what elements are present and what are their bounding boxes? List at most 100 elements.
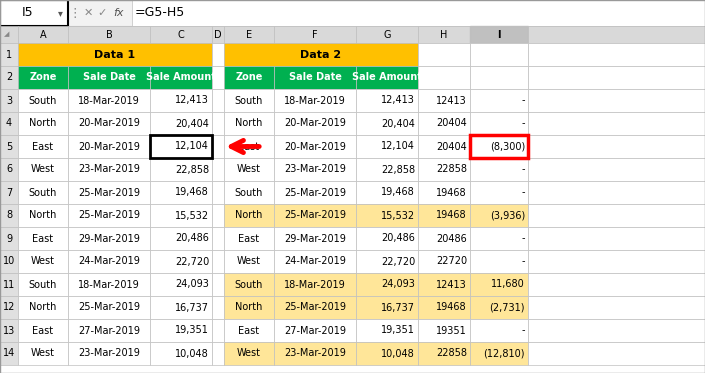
Bar <box>356 204 418 227</box>
Bar <box>356 342 418 365</box>
Text: North: North <box>235 210 263 220</box>
Text: (2,731): (2,731) <box>489 303 525 313</box>
Bar <box>356 26 418 43</box>
Text: 20-Mar-2019: 20-Mar-2019 <box>78 141 140 151</box>
Text: East: East <box>32 141 54 151</box>
Text: 27-Mar-2019: 27-Mar-2019 <box>78 326 140 335</box>
Bar <box>356 158 418 181</box>
Bar <box>68 135 150 158</box>
Text: Data 2: Data 2 <box>300 50 341 60</box>
Text: West: West <box>31 257 55 266</box>
Text: West: West <box>237 348 261 358</box>
Bar <box>0 89 18 112</box>
Bar <box>150 250 212 273</box>
Bar <box>528 43 705 66</box>
Text: 22858: 22858 <box>436 164 467 175</box>
Text: 20,486: 20,486 <box>381 233 415 244</box>
Bar <box>356 135 418 158</box>
Text: 20-Mar-2019: 20-Mar-2019 <box>78 119 140 129</box>
Bar <box>418 112 470 135</box>
Text: 13: 13 <box>3 326 15 335</box>
Text: West: West <box>31 348 55 358</box>
Bar <box>0 296 18 319</box>
Bar <box>418 273 470 296</box>
Bar <box>150 66 212 89</box>
Bar <box>418 227 470 250</box>
Text: North: North <box>235 303 263 313</box>
Bar <box>418 250 470 273</box>
Bar <box>68 296 150 319</box>
Bar <box>0 43 18 66</box>
Text: 4: 4 <box>6 119 12 129</box>
Text: ◢: ◢ <box>4 31 10 38</box>
Text: East: East <box>238 141 259 151</box>
Bar <box>224 227 274 250</box>
Text: 20,486: 20,486 <box>175 233 209 244</box>
Bar <box>274 319 356 342</box>
Text: 20,404: 20,404 <box>175 119 209 129</box>
Text: East: East <box>32 326 54 335</box>
Text: 25-Mar-2019: 25-Mar-2019 <box>78 188 140 197</box>
Text: 29-Mar-2019: 29-Mar-2019 <box>78 233 140 244</box>
Text: 18-Mar-2019: 18-Mar-2019 <box>284 279 346 289</box>
Bar <box>274 250 356 273</box>
Bar <box>224 66 274 89</box>
Bar <box>470 89 528 112</box>
Bar <box>418 26 470 43</box>
Bar <box>68 319 150 342</box>
Bar <box>68 342 150 365</box>
Bar <box>68 66 150 89</box>
Bar <box>68 112 150 135</box>
Text: =G5-H5: =G5-H5 <box>135 6 185 19</box>
Text: West: West <box>31 164 55 175</box>
Bar <box>470 158 528 181</box>
Bar <box>212 158 224 181</box>
Text: North: North <box>30 303 56 313</box>
Text: 20-Mar-2019: 20-Mar-2019 <box>284 119 346 129</box>
Bar <box>470 135 528 158</box>
Text: 11,680: 11,680 <box>491 279 525 289</box>
Text: -: - <box>522 119 525 129</box>
Bar <box>18 273 68 296</box>
Text: 22858: 22858 <box>436 348 467 358</box>
Text: 8: 8 <box>6 210 12 220</box>
Text: 24-Mar-2019: 24-Mar-2019 <box>78 257 140 266</box>
Bar <box>0 158 18 181</box>
Text: 9: 9 <box>6 233 12 244</box>
Bar <box>224 273 274 296</box>
Text: 16,737: 16,737 <box>175 303 209 313</box>
Bar <box>18 112 68 135</box>
Bar <box>0 181 18 204</box>
Bar <box>418 135 470 158</box>
Bar <box>224 296 274 319</box>
Bar <box>470 250 528 273</box>
Bar <box>18 135 68 158</box>
Text: 14: 14 <box>3 348 15 358</box>
Text: 20404: 20404 <box>436 141 467 151</box>
Bar <box>356 66 418 89</box>
Text: 23-Mar-2019: 23-Mar-2019 <box>284 164 346 175</box>
Bar <box>528 204 705 227</box>
Bar <box>470 342 528 365</box>
Bar <box>18 89 68 112</box>
Bar <box>212 26 224 43</box>
Bar <box>18 43 212 66</box>
Text: H: H <box>441 29 448 40</box>
Text: West: West <box>237 164 261 175</box>
Text: North: North <box>235 119 263 129</box>
Text: 19,351: 19,351 <box>175 326 209 335</box>
Bar <box>68 204 150 227</box>
Text: 15,532: 15,532 <box>381 210 415 220</box>
Bar <box>528 273 705 296</box>
Bar <box>150 204 212 227</box>
Text: 19468: 19468 <box>436 188 467 197</box>
Text: 20-Mar-2019: 20-Mar-2019 <box>284 141 346 151</box>
Bar <box>528 89 705 112</box>
Bar <box>356 112 418 135</box>
Bar <box>274 342 356 365</box>
Text: East: East <box>32 233 54 244</box>
Bar <box>224 250 274 273</box>
Text: 18-Mar-2019: 18-Mar-2019 <box>78 95 140 106</box>
Text: Sale Amount: Sale Amount <box>146 72 216 82</box>
Bar <box>68 181 150 204</box>
